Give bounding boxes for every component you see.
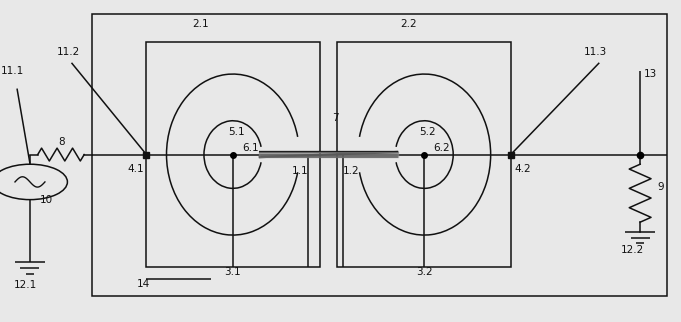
Text: 5.2: 5.2: [419, 127, 436, 137]
Text: 3.2: 3.2: [416, 267, 432, 277]
Text: 12.2: 12.2: [620, 244, 644, 255]
Text: 3.1: 3.1: [225, 267, 241, 277]
Text: 2.2: 2.2: [400, 19, 417, 29]
Text: 5.1: 5.1: [229, 127, 245, 137]
Text: 10: 10: [39, 194, 53, 205]
Text: 11.1: 11.1: [1, 66, 24, 76]
Text: 12.1: 12.1: [14, 280, 37, 290]
Text: 11.3: 11.3: [584, 46, 607, 57]
Bar: [92, 14, 667, 296]
Text: 14: 14: [136, 279, 150, 289]
Text: 1.2: 1.2: [343, 166, 359, 176]
Bar: [337, 42, 511, 267]
Text: 11.2: 11.2: [57, 46, 80, 57]
Text: 9: 9: [657, 182, 664, 192]
Bar: [146, 42, 320, 267]
Text: 2.1: 2.1: [193, 19, 209, 29]
Text: 4.2: 4.2: [515, 164, 531, 174]
Text: 8: 8: [58, 137, 65, 147]
Text: 1.1: 1.1: [291, 166, 308, 176]
Text: 7: 7: [332, 112, 338, 123]
Text: 4.1: 4.1: [128, 164, 144, 174]
Text: 6.1: 6.1: [242, 143, 259, 153]
Text: 13: 13: [644, 69, 657, 79]
Text: 6.2: 6.2: [433, 143, 449, 153]
